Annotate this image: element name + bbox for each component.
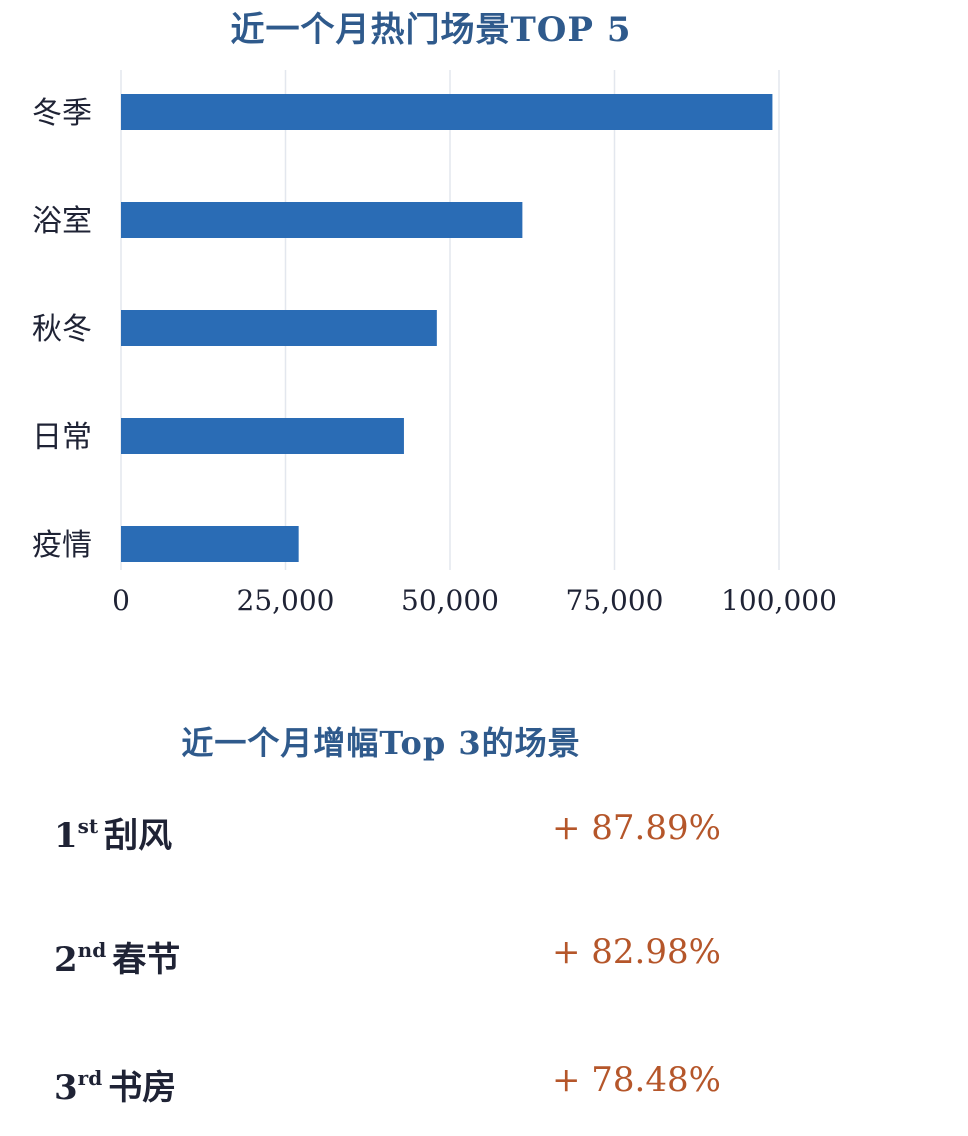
category-label-冬季: 冬季 (32, 96, 92, 131)
rank-2-value: + 82.98% (552, 932, 721, 972)
growth-rank-2: 2nd 春节 + 82.98% (0, 932, 968, 992)
rank-2-suffix: nd (77, 938, 107, 962)
rank-3-number: 3 (54, 1068, 78, 1108)
rank-3-value: + 78.48% (552, 1060, 721, 1100)
x-tick-label-1: 25,000 (237, 584, 335, 617)
rank-1-label: 1st 刮风 (54, 808, 172, 857)
category-label-疫情: 疫情 (32, 528, 92, 563)
rank-2-number: 2 (54, 940, 78, 980)
x-tick-label-2: 50,000 (401, 584, 499, 617)
x-tick-label-4: 100,000 (721, 584, 837, 617)
rank-3-name: 书房 (108, 1068, 177, 1108)
category-label-日常: 日常 (32, 420, 92, 455)
bar-疫情 (121, 526, 299, 562)
bar-浴室 (121, 202, 523, 238)
rank-3-suffix: rd (77, 1066, 103, 1090)
growth-rank-3: 3rd 书房 + 78.48% (0, 1060, 968, 1120)
rank-2-label: 2nd 春节 (54, 932, 180, 981)
x-tick-label-3: 75,000 (566, 584, 664, 617)
rank-3-label: 3rd 书房 (54, 1060, 176, 1109)
bar-秋冬 (121, 310, 437, 346)
bar-日常 (121, 418, 404, 454)
chart-title: 近一个月热门场景TOP 5 (230, 10, 632, 50)
rank-1-name: 刮风 (104, 816, 173, 856)
rank-2-name: 春节 (112, 940, 181, 980)
bar-冬季 (121, 94, 773, 130)
growth-rank-1: 1st 刮风 + 87.89% (0, 808, 968, 868)
growth-section-title: 近一个月增幅Top 3的场景 (181, 724, 581, 762)
category-label-秋冬: 秋冬 (32, 312, 92, 347)
category-label-浴室: 浴室 (32, 204, 92, 239)
x-tick-label-0: 0 (112, 584, 130, 617)
rank-1-value: + 87.89% (552, 808, 721, 848)
rank-1-suffix: st (77, 814, 99, 838)
rank-1-number: 1 (54, 816, 78, 856)
